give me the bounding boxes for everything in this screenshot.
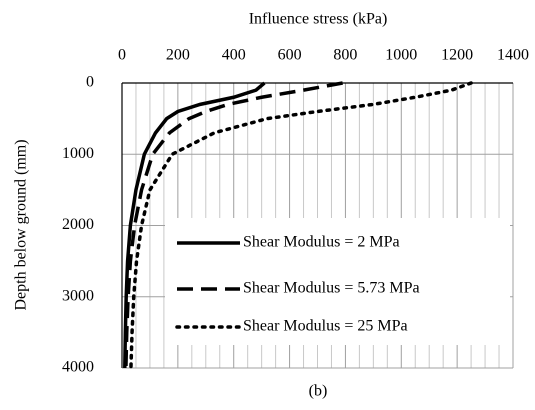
series-line [123, 81, 266, 369]
x-tick-label: 800 [333, 47, 357, 64]
caption: (b) [309, 383, 328, 400]
y-tick-label: 2000 [62, 216, 94, 233]
x-tick-label: 400 [222, 47, 246, 64]
x-tick-label: 600 [278, 47, 302, 64]
y-tick-label: 4000 [62, 359, 94, 376]
y-axis-title: Depth below ground (mm) [13, 139, 30, 310]
y-tick-label: 3000 [62, 287, 94, 304]
x-tick-label: 1200 [441, 47, 473, 64]
series-line [124, 81, 343, 369]
legend-label: Shear Modulus = 5.73 MPa [243, 280, 420, 297]
legend-label: Shear Modulus = 2 MPa [243, 234, 400, 251]
x-tick-label: 0 [118, 47, 126, 64]
x-tick-label: 200 [166, 47, 190, 64]
y-tick-label: 1000 [62, 145, 94, 162]
x-tick-label: 1000 [385, 47, 417, 64]
x-axis-title: Influence stress (kPa) [249, 11, 388, 28]
legend-label: Shear Modulus = 25 MPa [243, 318, 408, 335]
x-tick-label: 1400 [497, 47, 529, 64]
y-tick-label: 0 [86, 74, 94, 91]
legend-box [165, 218, 510, 345]
series-line [129, 81, 473, 370]
